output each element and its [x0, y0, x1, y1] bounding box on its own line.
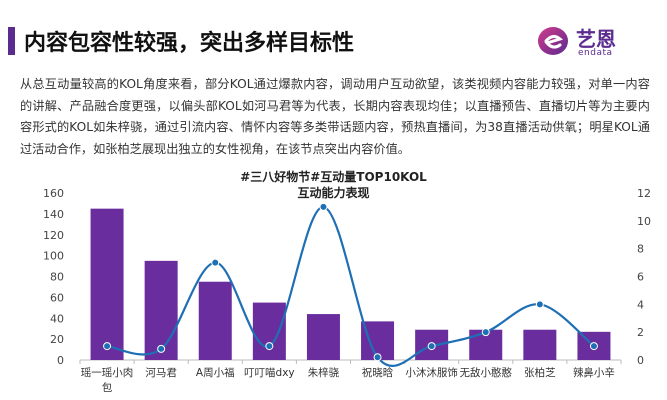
category-label: 张柏芝: [524, 366, 556, 379]
bar: [198, 281, 232, 360]
y-left-tick-label: 80: [50, 271, 64, 284]
y-right-tick-label: 4: [637, 298, 644, 311]
logo-subtitle: endata: [578, 48, 613, 58]
y-left-tick-label: 160: [43, 187, 64, 200]
y-left-tick-label: 20: [50, 333, 64, 346]
y-left-tick-label: 60: [50, 291, 64, 304]
line-point: [427, 342, 436, 351]
line-point: [373, 353, 382, 362]
line-point: [103, 342, 112, 351]
y-right-tick-label: 8: [637, 243, 644, 256]
bar: [523, 329, 557, 360]
category-label: 包: [102, 381, 113, 394]
y-left-tick-label: 120: [43, 229, 64, 242]
y-left-tick-label: 140: [43, 208, 64, 221]
summary-paragraph: 从总互动量较高的KOL角度来看，部分KOL通过爆款内容，调动用户互动欲望，该类视…: [20, 77, 650, 156]
y-left-tick-label: 40: [50, 312, 64, 325]
y-right-tick-label: 0: [637, 354, 644, 367]
category-label: 辣鼻小辛: [573, 366, 615, 379]
logo-name: 艺恩: [576, 27, 616, 51]
y-right-tick-label: 6: [637, 271, 644, 284]
y-right-tick-label: 12: [637, 187, 651, 200]
category-label: 祝晓晗: [362, 366, 394, 379]
bar: [306, 314, 340, 360]
y-right-tick-label: 2: [637, 326, 644, 339]
bar: [144, 260, 178, 360]
line-point: [265, 342, 274, 351]
line-point: [157, 344, 166, 353]
category-label: 河马君: [145, 367, 177, 379]
line-point: [319, 202, 328, 211]
line-point: [535, 300, 544, 309]
endata-logo-icon: [538, 27, 568, 55]
y-left-tick-label: 100: [43, 250, 64, 263]
category-label: 无敌小憨憨: [460, 366, 513, 379]
brand-logo: 艺恩 endata: [536, 22, 661, 60]
line-point: [211, 258, 220, 267]
category-label: 小沐沐服饰: [405, 366, 458, 379]
category-label: 叮叮喵dxy: [244, 367, 295, 379]
page-title: 内容包容性较强，突出多样目标性: [24, 31, 355, 56]
title-accent-bar: [8, 27, 15, 55]
line-point: [589, 342, 598, 351]
line-series: [106, 205, 595, 367]
chart-subtitle: 互动能力表现: [297, 186, 370, 200]
category-label: A周小福: [196, 366, 235, 379]
chart-title: #三八好物节#互动量TOP10KOL: [240, 170, 427, 184]
line-point: [481, 328, 490, 337]
bar: [90, 208, 124, 360]
y-right-tick-label: 10: [637, 215, 651, 228]
bar: [252, 302, 286, 360]
category-label: 瑶一瑶小肉: [81, 366, 134, 379]
category-label: 朱梓骁: [308, 366, 340, 379]
y-left-tick-label: 0: [57, 354, 64, 367]
